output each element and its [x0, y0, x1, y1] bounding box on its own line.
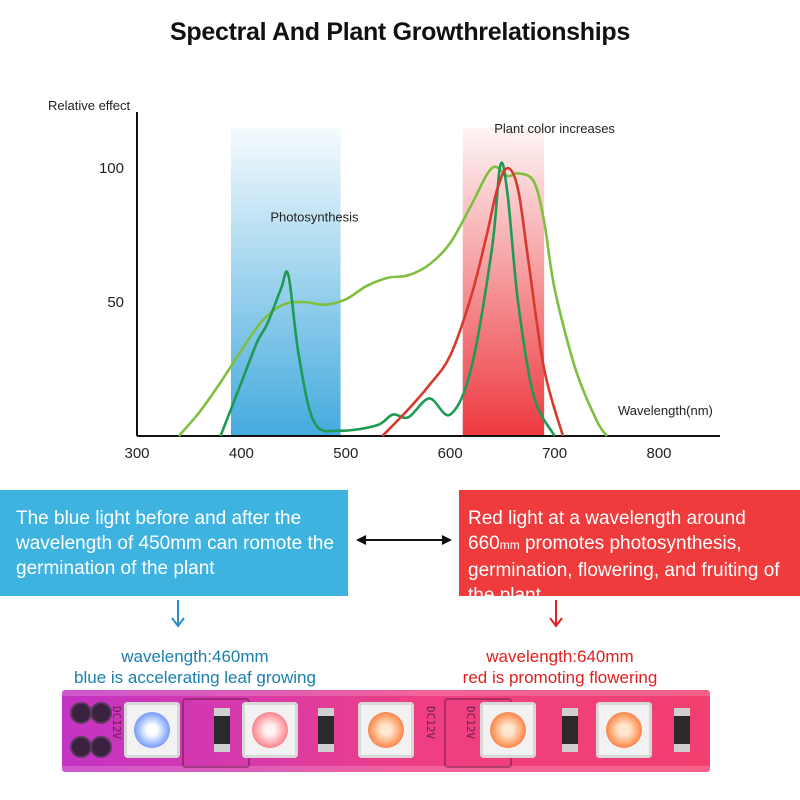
blue-info-text: The blue light before and after the wave… — [16, 508, 334, 579]
dc-voltage-label: DC12V — [464, 706, 477, 740]
red-info-text: Red light at a wavelength around 660mm p… — [468, 506, 798, 608]
solder-pad — [70, 736, 92, 758]
series-line-2 — [219, 161, 556, 437]
x-tick-label: 700 — [542, 445, 567, 462]
strip-edge-bottom — [62, 766, 710, 772]
red-info-unit: mm — [499, 538, 520, 552]
x-tick-label: 600 — [438, 445, 463, 462]
led-strip-photo: DC12V DC12V DC12V — [62, 690, 710, 772]
page-title: Spectral And Plant Growthrelationships — [170, 18, 630, 46]
dc-voltage-label: DC12V — [110, 706, 123, 740]
y-axis-label: Relative effect — [48, 98, 131, 113]
pink-led-chip — [242, 702, 298, 758]
red-wavelength-line: wavelength:640mm — [486, 647, 634, 666]
red-down-arrow-icon — [549, 600, 563, 628]
x-axis-label: Wavelength(nm) — [618, 403, 713, 418]
x-tick-label: 500 — [333, 445, 358, 462]
red-effect-line: red is promoting flowering — [462, 668, 658, 687]
x-tick-label: 800 — [646, 445, 671, 462]
dc-voltage-label: DC12V — [424, 706, 437, 740]
axis-ticks: 300 400 500 600 700 800 100 50 — [99, 160, 672, 462]
spectrum-chart: 300 400 500 600 700 800 100 50 Photosynthesis Pl… — [48, 98, 720, 462]
resistor — [674, 708, 690, 752]
blue-down-arrow-icon — [171, 600, 185, 628]
solder-pad — [90, 702, 112, 724]
red-led-chip — [480, 702, 536, 758]
blue-led-chip — [124, 702, 180, 758]
solder-pad — [90, 736, 112, 758]
red-info-rest: promotes photosynthesis, germination, fl… — [468, 533, 780, 606]
chart-annotation: Plant color increases — [494, 121, 615, 136]
y-tick-label: 50 — [107, 294, 124, 311]
double-arrow-icon — [356, 535, 452, 545]
chart-annotations: Photosynthesis Plant color increases — [270, 121, 615, 224]
chart-annotation: Photosynthesis — [270, 210, 359, 225]
red-info-box: Red light at a wavelength around 660mm p… — [459, 490, 800, 606]
series-line-3 — [381, 166, 565, 437]
blue-info-box: The blue light before and after the wave… — [0, 490, 348, 596]
red-wavelength-label: wavelength:640mm red is promoting flower… — [430, 646, 690, 688]
red-info-main: Red light at a wavelength around 660 — [468, 508, 746, 554]
series-line-1 — [177, 165, 608, 437]
resistor — [562, 708, 578, 752]
red-led-chip — [358, 702, 414, 758]
resistor — [318, 708, 334, 752]
y-tick-label: 100 — [99, 160, 124, 177]
highlight-bands — [230, 128, 545, 436]
solder-pad — [70, 702, 92, 724]
blue-effect-line: blue is accelerating leaf growing — [74, 668, 316, 687]
blue-wavelength-line: wavelength:460mm — [121, 647, 269, 666]
blue-wavelength-label: wavelength:460mm blue is accelerating le… — [40, 646, 350, 688]
x-tick-label: 400 — [229, 445, 254, 462]
highlight-band — [230, 128, 341, 436]
series-lines — [177, 161, 608, 437]
red-led-chip — [596, 702, 652, 758]
resistor — [214, 708, 230, 752]
x-tick-label: 300 — [124, 445, 149, 462]
strip-edge-top — [62, 690, 710, 696]
